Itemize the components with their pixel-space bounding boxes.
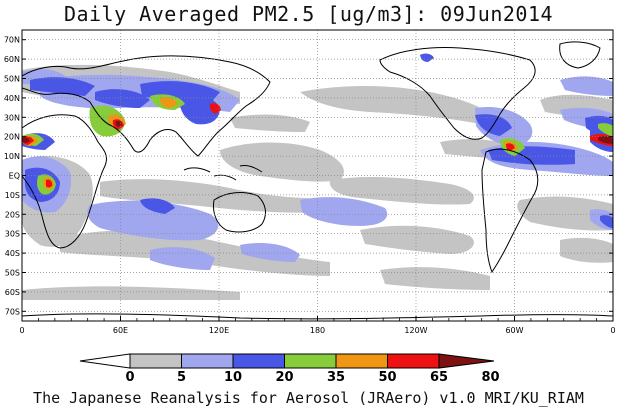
colorbar-label: 50 bbox=[378, 370, 396, 385]
lat-tick-label: 10N bbox=[4, 152, 20, 161]
lat-tick-label: 60N bbox=[4, 55, 20, 64]
map-gridlines bbox=[22, 30, 613, 321]
colorbar-label: 20 bbox=[275, 370, 293, 385]
lat-tick-label: 70N bbox=[4, 36, 20, 45]
lat-tick-label: 40S bbox=[5, 249, 20, 258]
pm25-field bbox=[22, 41, 613, 320]
colorbar-label: 5 bbox=[177, 370, 186, 385]
lat-tick-label: 40N bbox=[4, 94, 20, 103]
colorbar-segment bbox=[181, 353, 234, 369]
lat-tick-label: 70S bbox=[5, 307, 20, 316]
latitude-axis: 70N 60N 50N 40N 30N 20N 10N EQ 10S 20S 30S 40S 50S 60… bbox=[4, 36, 613, 316]
lon-tick-label: 0 bbox=[610, 326, 615, 335]
lat-tick-label: 60S bbox=[5, 288, 20, 297]
colorbar-segment bbox=[335, 353, 388, 369]
colorbar-segment bbox=[232, 353, 285, 369]
lon-tick-label: 180 bbox=[310, 326, 325, 335]
lat-tick-label: 20S bbox=[5, 210, 20, 219]
lat-tick-label: 50N bbox=[4, 75, 20, 84]
colorbar-segment bbox=[79, 353, 131, 369]
lat-tick-label: EQ bbox=[9, 172, 20, 181]
lon-tick-label: 60E bbox=[113, 326, 128, 335]
map-footer: The Japanese Reanalysis for Aerosol (JRA… bbox=[33, 389, 584, 407]
lon-tick-label: 120E bbox=[209, 326, 229, 335]
colorbar-segment bbox=[387, 353, 440, 369]
lat-tick-label: 30S bbox=[5, 230, 20, 239]
lon-tick-label: 60W bbox=[505, 326, 523, 335]
colorbar-label: 10 bbox=[224, 370, 242, 385]
colorbar-segment bbox=[284, 353, 337, 369]
colorbar-label: 65 bbox=[430, 370, 448, 385]
lat-tick-label: 10S bbox=[5, 191, 20, 200]
lat-tick-label: 50S bbox=[5, 269, 20, 278]
lon-tick-label: 120W bbox=[404, 326, 427, 335]
longitude-axis: 0 60E 120E 180 120W 60W 0 bbox=[19, 316, 616, 335]
colorbar-segment bbox=[438, 353, 495, 369]
lat-tick-label: 30N bbox=[4, 113, 20, 122]
colorbar-label: 35 bbox=[327, 370, 345, 385]
colorbar-label: 0 bbox=[125, 370, 134, 385]
lat-tick-label: 20N bbox=[4, 133, 20, 142]
colorbar-label: 80 bbox=[481, 370, 499, 385]
colorbar-segment bbox=[129, 353, 182, 369]
map-title: Daily Averaged PM2.5 [ug/m3]: 09Jun2014 bbox=[63, 2, 554, 26]
colorbar: 0 5 10 20 35 50 65 80 bbox=[79, 353, 500, 385]
lon-tick-label: 0 bbox=[19, 326, 24, 335]
